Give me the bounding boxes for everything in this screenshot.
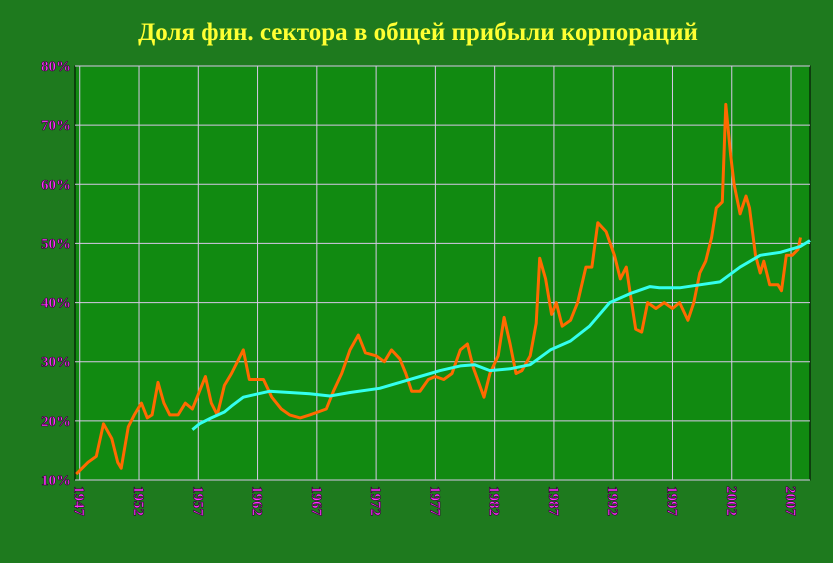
- x-tick-label: 1997: [663, 486, 679, 517]
- series-line: [75, 102, 802, 476]
- x-tick-label: 2007: [782, 486, 798, 517]
- x-tick-label: 1977: [426, 486, 442, 517]
- x-tick-label: 1972: [367, 486, 383, 516]
- y-tick-label: 20%: [41, 414, 71, 430]
- y-tick-label: 70%: [41, 118, 71, 134]
- x-tick-label: 1962: [249, 486, 265, 516]
- y-tick-label: 30%: [41, 355, 71, 371]
- plot-area: [74, 65, 811, 481]
- y-tick-label: 80%: [41, 59, 71, 75]
- series-line: [191, 239, 811, 431]
- x-tick-label: 2002: [723, 486, 739, 516]
- y-tick-label: 40%: [41, 296, 71, 312]
- x-tick-label: 1947: [71, 486, 87, 517]
- y-tick-label: 50%: [41, 236, 71, 252]
- y-tick-label: 10%: [41, 473, 71, 489]
- x-tick-label: 1982: [486, 486, 502, 516]
- y-tick-label: 60%: [41, 177, 71, 193]
- x-tick-label: 1952: [130, 486, 146, 516]
- x-tick-label: 1992: [604, 486, 620, 516]
- chart-title: Доля фин. сектора в общей прибыли корпор…: [138, 19, 698, 46]
- x-tick-label: 1957: [189, 486, 205, 517]
- x-tick-label: 1987: [545, 486, 561, 517]
- x-tick-label: 1967: [308, 486, 324, 517]
